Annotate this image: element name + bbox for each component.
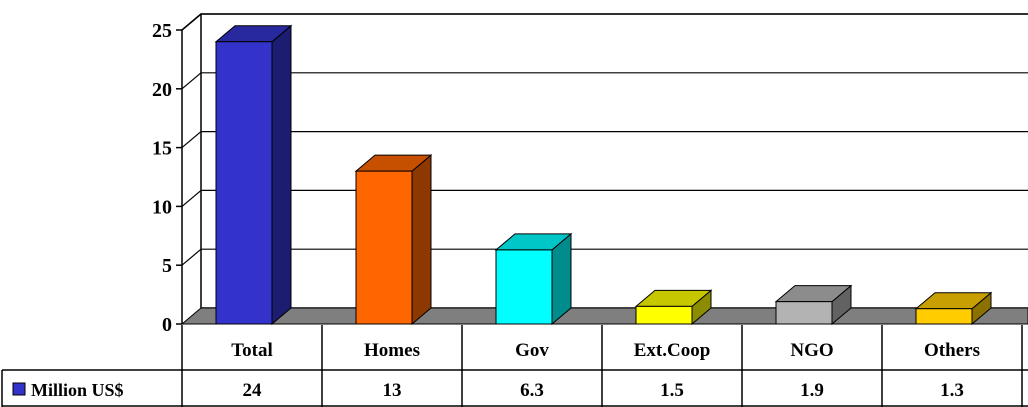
y-tick-label: 20	[152, 79, 172, 101]
table-value-cell: 1.9	[800, 380, 824, 401]
table-header-cell: NGO	[790, 340, 833, 361]
table-header-cell: Total	[231, 340, 273, 361]
legend-swatch	[12, 382, 26, 396]
gridline-depth	[181, 13, 202, 31]
bar-side-face	[411, 154, 432, 326]
gridlines	[181, 13, 1028, 309]
table-value-cell: 13	[383, 380, 402, 401]
table-value-cell: 6.3	[520, 380, 544, 401]
bar-side-face	[271, 24, 292, 326]
bar-ngo	[774, 284, 853, 326]
bar-front-face	[215, 41, 273, 325]
bar-front-face	[495, 249, 553, 325]
y-tick-label: 0	[162, 314, 172, 336]
y-tick-label: 25	[152, 20, 172, 42]
bar-ext-coop	[634, 289, 713, 326]
gridline-depth	[181, 72, 202, 90]
gridline-depth	[181, 189, 202, 207]
y-axis: 0 5 10 15 20 25	[152, 20, 183, 336]
table-header-cell: Others	[924, 340, 980, 361]
legend-label: Million US$	[31, 380, 124, 400]
floor-plane	[180, 307, 1028, 325]
bar-front-face	[915, 308, 973, 325]
plot-back-wall	[200, 13, 1028, 309]
bar-front-face	[635, 305, 693, 325]
y-tick-label: 15	[152, 138, 172, 160]
table-header-cell: Ext.Coop	[634, 340, 711, 361]
gridline-depth	[181, 248, 202, 266]
table-header-cell: Homes	[364, 340, 420, 361]
table-value-cell: 24	[243, 380, 263, 401]
table-value-cell: 1.3	[940, 380, 964, 401]
bar-gov	[494, 232, 573, 326]
chart-floor	[180, 307, 1028, 325]
y-tick-label: 5	[162, 255, 172, 277]
bar-front-face	[775, 301, 833, 325]
bar-others	[914, 291, 993, 326]
y-tick-label: 10	[152, 196, 172, 218]
bar-homes	[354, 154, 433, 326]
bar-front-face	[355, 170, 413, 325]
table-header-cell: Gov	[515, 340, 549, 361]
table-value-cell: 1.5	[660, 380, 684, 401]
data-table: Total 24 Homes 13 Gov 6.3 Ext.Coop 1.5 NGO 1.9 Oth…	[1, 325, 1028, 407]
gridline-depth	[181, 131, 202, 149]
bar-total	[214, 24, 293, 326]
bars	[214, 24, 993, 326]
